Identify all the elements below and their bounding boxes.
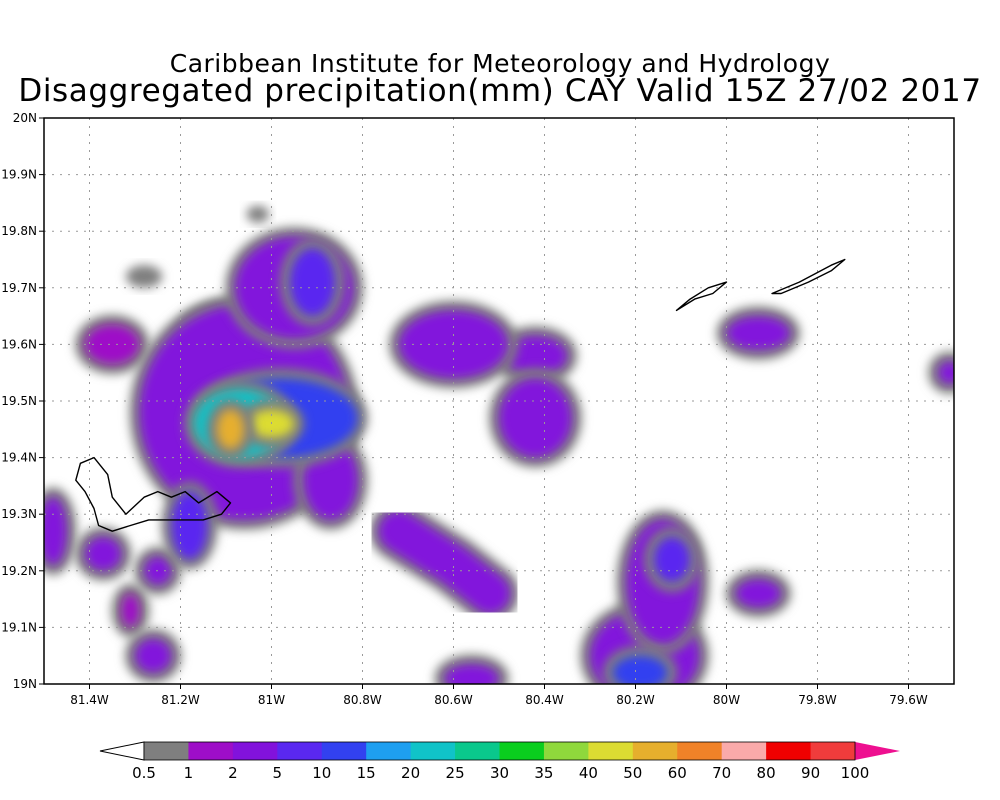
colorbar-swatch <box>766 742 812 760</box>
colorbar-under-arrow <box>99 741 145 761</box>
x-tick-label: 81.2W <box>161 693 200 707</box>
colorbar-label: 80 <box>757 764 776 782</box>
colorbar-label: 30 <box>490 764 509 782</box>
colorbar-label: 100 <box>841 764 870 782</box>
x-tick-label: 80.2W <box>616 693 655 707</box>
colorbar-swatch <box>455 742 500 760</box>
rain-cell <box>171 491 208 560</box>
rain-cell <box>653 536 691 583</box>
x-tick-label: 79.6W <box>889 693 928 707</box>
y-tick-label: 19.8N <box>1 224 37 238</box>
rain-cell <box>246 205 270 223</box>
rain-cell <box>135 638 172 673</box>
colorbar-swatch <box>188 742 234 760</box>
colorbar-label: 5 <box>273 764 283 782</box>
colorbar-over-arrow <box>855 742 900 760</box>
y-tick-label: 19N <box>13 677 37 691</box>
x-tick-label: 80.4W <box>525 693 564 707</box>
rain-cell <box>726 316 791 351</box>
y-tick-label: 19.9N <box>1 168 37 182</box>
colorbar-label: 35 <box>534 764 553 782</box>
x-tick-label: 81.4W <box>70 693 109 707</box>
y-tick-label: 19.1N <box>1 620 37 634</box>
colorbar-label: 50 <box>623 764 642 782</box>
rain-cell <box>735 579 782 608</box>
island-outline <box>75 456 232 532</box>
colorbar-label: 70 <box>712 764 731 782</box>
colorbar-label: 90 <box>801 764 820 782</box>
rain-cell <box>216 409 245 450</box>
colorbar-label: 0.5 <box>132 764 156 782</box>
colorbar-swatch <box>810 742 856 760</box>
y-tick-label: 19.4N <box>1 451 37 465</box>
colorbar-label: 25 <box>446 764 465 782</box>
island-outline <box>771 258 846 295</box>
rain-cell <box>503 335 568 376</box>
colorbar: 0.5 1 2 5 10 15 20 25 30 35 40 50 60 70 80 90 100 <box>99 741 900 782</box>
colorbar-swatch <box>588 742 634 760</box>
colorbar-swatch <box>321 742 367 760</box>
y-tick-label: 19.5N <box>1 394 37 408</box>
colorbar-swatch <box>232 742 278 760</box>
y-tick-label: 19.6N <box>1 337 37 351</box>
colorbar-swatch <box>366 742 412 760</box>
colorbar-frame <box>143 741 856 761</box>
colorbar-label: 40 <box>579 764 598 782</box>
colorbar-swatch <box>677 742 723 760</box>
x-tick-label: 79.8W <box>798 693 837 707</box>
y-tick-label: 19.7N <box>1 281 37 295</box>
rain-cell <box>612 655 668 684</box>
colorbar-swatch <box>410 742 456 760</box>
rain-cell <box>938 361 954 385</box>
colorbar-swatch <box>721 742 767 760</box>
colorbar-label: 20 <box>401 764 420 782</box>
rain-cell <box>84 324 140 365</box>
rain-cell <box>444 664 499 684</box>
rain-cell <box>84 536 122 571</box>
rain-band <box>378 510 511 614</box>
rain-cell <box>125 265 163 288</box>
colorbar-label: 60 <box>668 764 687 782</box>
latitude-axis: 19N 19.1N 19.2N 19.3N 19.4N 19.5N 19.6N 19.7N 19… <box>1 111 44 691</box>
chart-title: Caribbean Institute for Meteorology and … <box>169 49 831 78</box>
colorbar-label: 2 <box>228 764 238 782</box>
x-tick-label: 80W <box>713 693 740 707</box>
colorbar-swatch <box>543 742 589 760</box>
rain-cell <box>121 593 140 628</box>
x-tick-label: 81W <box>258 693 285 707</box>
colorbar-label: 10 <box>312 764 331 782</box>
y-tick-label: 19.3N <box>1 507 37 521</box>
colorbar-swatch <box>499 742 545 760</box>
coastlines <box>75 258 846 532</box>
chart-subtitle: Disaggregated precipitation(mm) CAY Vali… <box>18 73 982 109</box>
colorbar-label: 15 <box>357 764 376 782</box>
x-tick-label: 80.6W <box>434 693 473 707</box>
rain-cell <box>289 248 336 317</box>
x-tick-label: 80.8W <box>343 693 382 707</box>
y-tick-label: 19.2N <box>1 564 37 578</box>
island-outline <box>675 281 728 312</box>
colorbar-label: 1 <box>184 764 194 782</box>
colorbar-swatch <box>632 742 678 760</box>
rain-cell <box>499 378 572 458</box>
precipitation-contours <box>44 205 954 684</box>
longitude-axis: 81.4W 81.2W 81W 80.8W 80.6W 80.4W 80.2W 80W 79.8… <box>70 684 928 707</box>
y-tick-label: 20N <box>13 111 37 125</box>
colorbar-swatch <box>277 742 323 760</box>
colorbar-swatch <box>144 742 189 760</box>
